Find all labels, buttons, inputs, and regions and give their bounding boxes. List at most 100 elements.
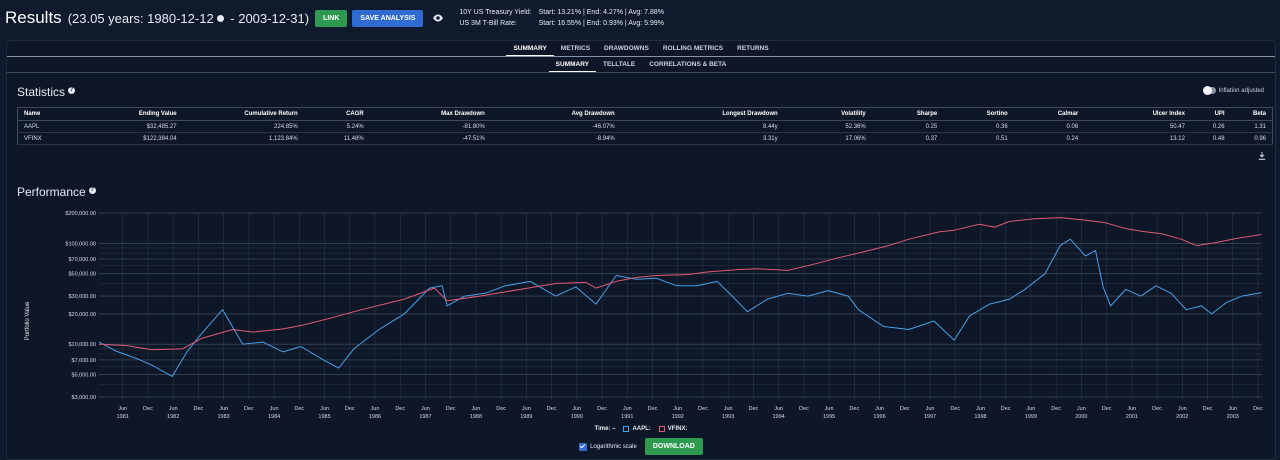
x-tick-label: Dec [749, 406, 759, 412]
col-header[interactable]: Volatility [783, 107, 872, 121]
cell: 1.31 [1230, 120, 1273, 133]
log-scale-checkbox[interactable] [579, 442, 588, 451]
col-header[interactable]: Max Drawdown [369, 107, 491, 121]
performance-chart[interactable]: $3,000.00 $5,000.00 $7,000.00 $10,000.00 $20… [23, 211, 1273, 423]
help-icon[interactable]: ? [68, 87, 76, 95]
cell: 0.06 [1013, 120, 1085, 133]
cell: 0.25 [871, 120, 944, 133]
download-button[interactable]: DOWNLOAD [644, 438, 703, 455]
x-tick-label: Jun [320, 406, 329, 412]
subtab-correlations-beta[interactable]: CORRELATIONS & BETA [649, 61, 727, 68]
x-year-label: 1989 [520, 414, 532, 420]
legend-aapl[interactable]: AAPL: [632, 426, 651, 432]
col-header[interactable]: Cumulative Return [182, 107, 304, 121]
y-tick-label: $7,000.00 [72, 358, 96, 364]
x-tick-label: Dec [849, 406, 859, 412]
x-year-label: 1981 [117, 414, 129, 420]
x-tick-label: Jun [926, 406, 935, 412]
cell: 224.85% [182, 120, 304, 133]
x-year-label: 1986 [369, 414, 381, 420]
x-tick-label: Dec [345, 406, 355, 412]
y-tick-label: $3,000.00 [72, 395, 96, 401]
statistics-heading: Statistics? [17, 85, 76, 99]
x-tick-label: Dec [900, 406, 910, 412]
series-line-aapl[interactable] [98, 238, 1262, 377]
chart-controls: Logarithmic scale DOWNLOAD [7, 438, 1275, 455]
info-icon[interactable] [216, 14, 224, 22]
x-tick-label: Jun [623, 406, 632, 412]
x-year-label: 1994 [773, 414, 785, 420]
x-year-label: 1991 [621, 414, 633, 420]
col-header[interactable]: Ulcer Index [1084, 107, 1191, 121]
col-header[interactable]: Ending Value [94, 107, 183, 121]
col-header[interactable]: CAGR [303, 107, 370, 121]
download-icon[interactable] [1258, 152, 1266, 161]
inflation-toggle[interactable]: Inflation adjusted [1202, 86, 1264, 95]
col-header[interactable]: Calmar [1013, 107, 1085, 121]
col-header[interactable]: Sharpe [871, 107, 944, 121]
x-tick-label: Dec [698, 406, 708, 412]
y-tick-label: $50,000.00 [68, 272, 96, 278]
x-tick-label: Jun [976, 406, 985, 412]
y-axis-label: Portfolio Value [25, 301, 31, 340]
col-header[interactable]: Beta [1230, 107, 1273, 121]
log-scale-label: Logarithmic scale [590, 443, 637, 450]
series-line-vfinx[interactable] [98, 217, 1262, 351]
cell: 0.26 [1190, 120, 1231, 133]
col-header[interactable]: UPI [1190, 107, 1231, 121]
x-year-label: 1996 [873, 414, 885, 420]
x-tick-label: Dec [1051, 406, 1061, 412]
cell: -8.94% [490, 132, 621, 145]
x-tick-label: Jun [219, 406, 228, 412]
legend-vfinx[interactable]: VFINX: [667, 426, 688, 432]
tab-summary[interactable]: SUMMARY [506, 41, 554, 56]
cell: 1,123.84% [182, 132, 304, 145]
help-icon[interactable]: ? [88, 187, 96, 195]
tab-returns[interactable]: RETURNS [737, 45, 769, 52]
x-tick-label: Jun [774, 406, 783, 412]
cell: -81.80% [369, 120, 491, 133]
col-header[interactable]: Longest Drawdown [620, 107, 784, 121]
cell: 11.48% [303, 132, 370, 145]
y-tick-label: $10,000.00 [68, 342, 96, 348]
tab-rolling-metrics[interactable]: ROLLING METRICS [662, 45, 724, 52]
y-tick-label: $30,000.00 [68, 294, 96, 300]
save-analysis-button[interactable]: SAVE ANALYSIS [352, 9, 424, 27]
x-tick-label: Dec [1253, 406, 1263, 412]
col-header[interactable]: Sortino [943, 107, 1014, 121]
page-title: Results [5, 8, 62, 27]
x-tick-label: Dec [547, 406, 557, 412]
cell: 0.51 [943, 132, 1014, 145]
x-year-label: 1985 [318, 414, 330, 420]
tab-drawdowns[interactable]: DRAWDOWNS [604, 45, 649, 52]
toggle-switch[interactable] [1202, 86, 1216, 95]
tab-metrics[interactable]: METRICS [560, 45, 591, 52]
subtab-telltale[interactable]: TELLTALE [603, 61, 636, 68]
x-year-label: 1993 [722, 414, 734, 420]
cell: -46.07% [490, 120, 621, 133]
table-row: VFINX $122,384.04 1,123.84% 11.48% -47.5… [17, 132, 1273, 145]
x-tick-label: Jun [270, 406, 279, 412]
x-tick-label: Dec [143, 406, 153, 412]
x-tick-label: Jun [875, 406, 884, 412]
x-year-label: 1992 [672, 414, 684, 420]
legend-swatch-aapl [623, 426, 630, 432]
x-tick-label: Dec [244, 406, 254, 412]
x-year-label: 1997 [924, 414, 936, 420]
col-header[interactable]: Avg Drawdown [490, 107, 621, 121]
eye-icon[interactable] [432, 12, 444, 24]
link-button[interactable]: LINK [315, 9, 348, 27]
x-tick-label: Dec [1001, 406, 1011, 412]
x-tick-label: Dec [1102, 406, 1112, 412]
x-tick-label: Jun [522, 406, 531, 412]
x-tick-label: Dec [395, 406, 405, 412]
subtab-summary[interactable]: SUMMARY [548, 58, 597, 72]
cell: $32,485.27 [94, 120, 183, 133]
x-year-label: 1988 [470, 414, 482, 420]
chart-legend: Time: – AAPL: VFINX: [7, 426, 1275, 432]
x-tick-label: Dec [496, 406, 506, 412]
cell: $122,384.04 [94, 132, 183, 145]
col-header[interactable]: Name [17, 107, 95, 121]
x-tick-label: Jun [1228, 406, 1237, 412]
x-year-label: 2003 [1227, 414, 1239, 420]
